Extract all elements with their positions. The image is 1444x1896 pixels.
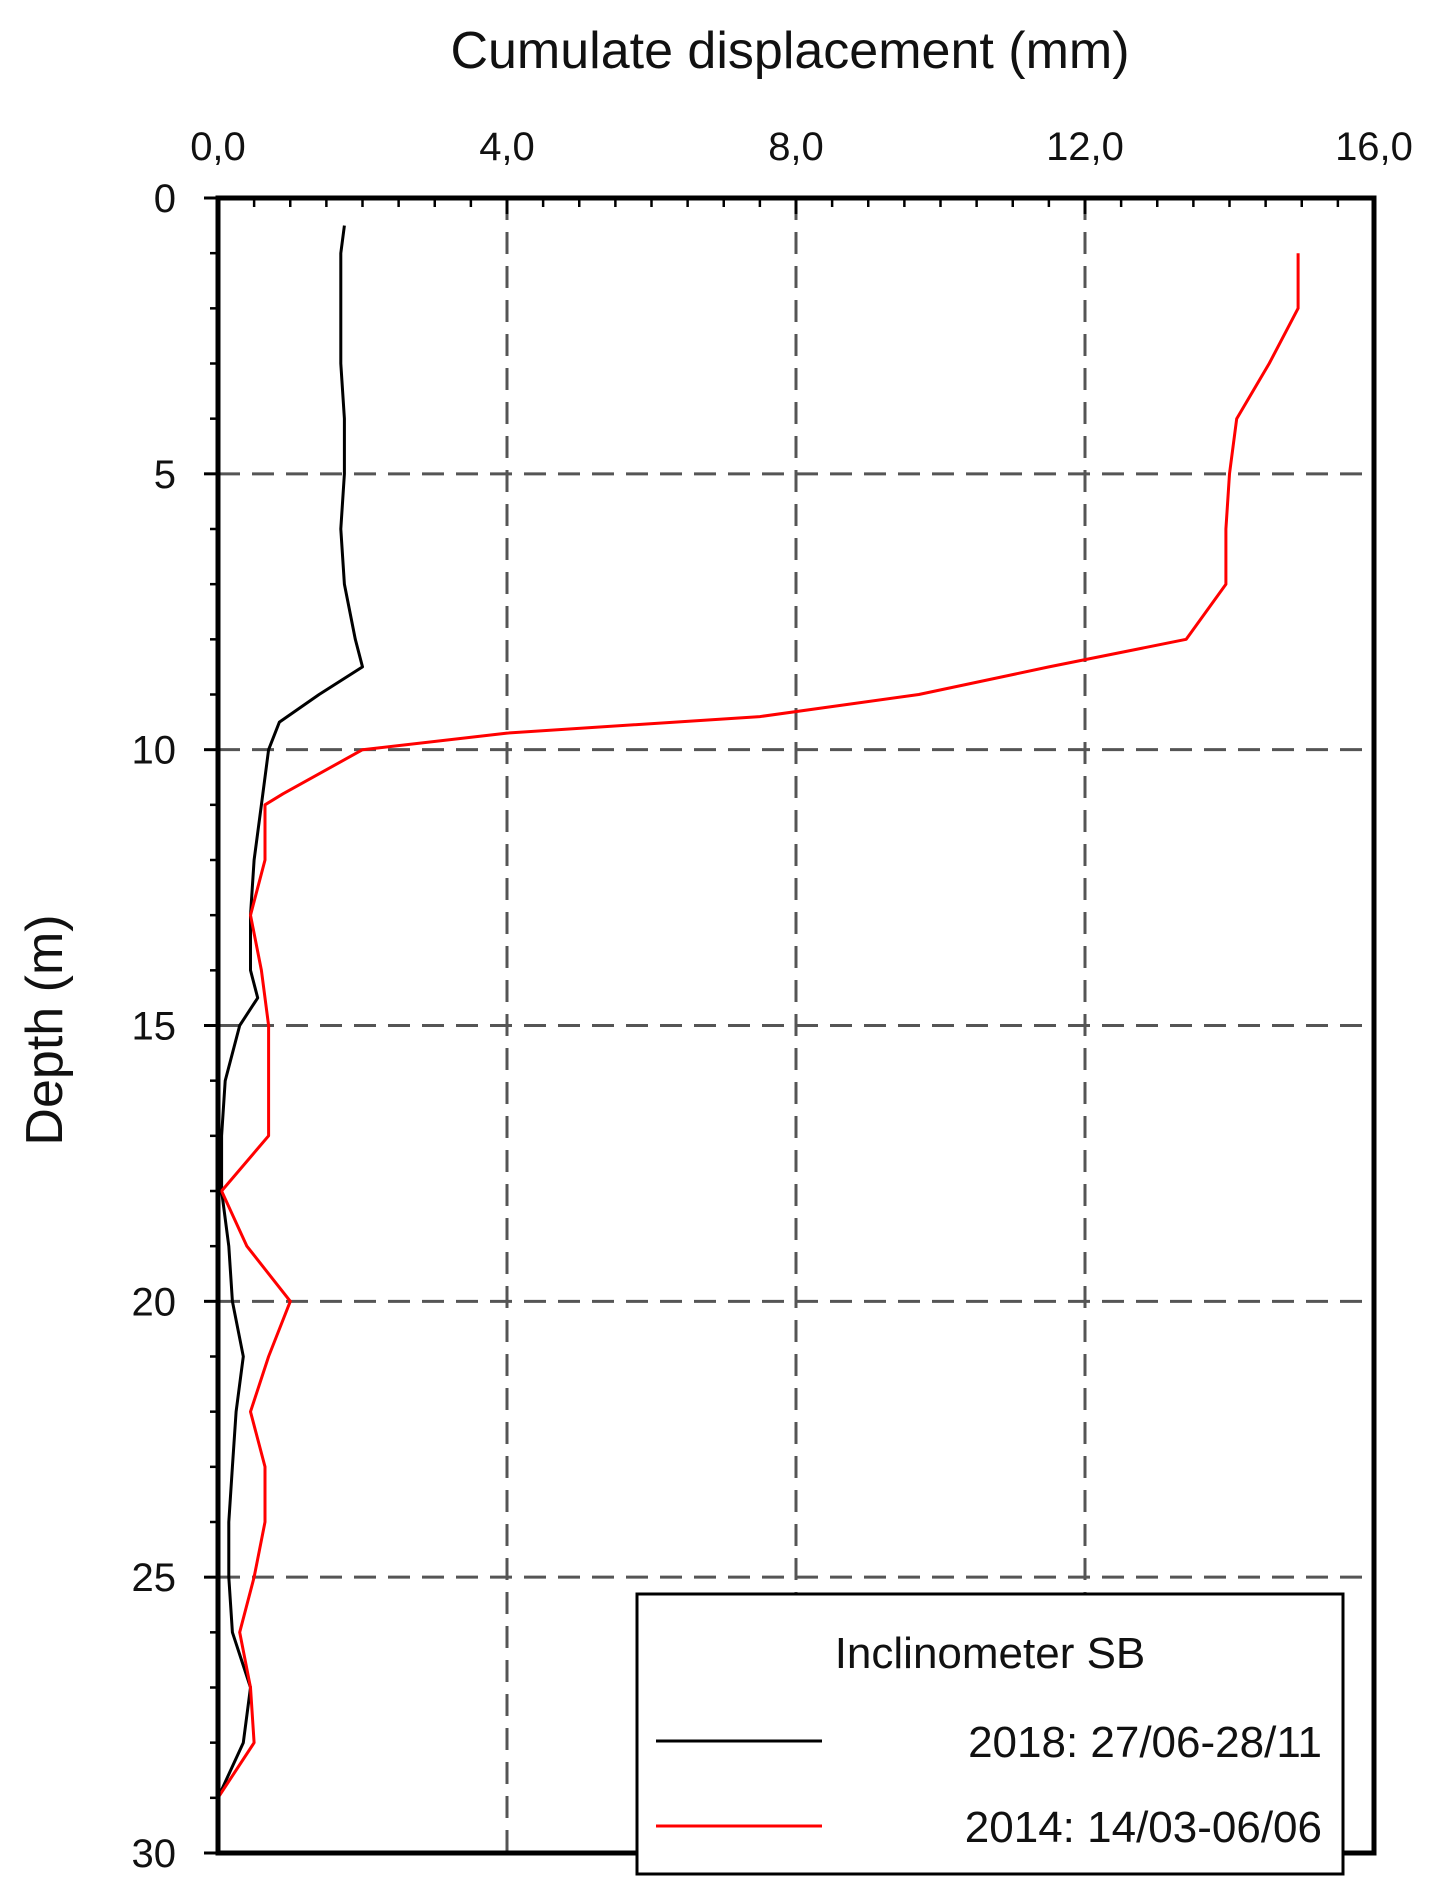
y-axis-title: Depth (m)	[16, 914, 74, 1145]
y-tick-label: 0	[154, 177, 176, 221]
legend-title: Inclinometer SB	[835, 1629, 1146, 1678]
tick-labels: 0,0 4,0 8,0 12,0 16,0 0 5 10 15 20 25 30	[132, 125, 1413, 1876]
y-tick-label: 25	[132, 1556, 177, 1600]
y-tick-label: 5	[154, 453, 176, 497]
gridlines	[218, 198, 1374, 1853]
x-tick-label: 12,0	[1046, 125, 1124, 169]
x-tick-label: 16,0	[1335, 125, 1413, 169]
y-tick-label: 20	[132, 1280, 177, 1324]
x-tick-label: 0,0	[190, 125, 246, 169]
y-tick-label: 10	[132, 729, 177, 773]
legend: Inclinometer SB 2018: 27/06-28/11 2014: …	[635, 1592, 1345, 1876]
y-tick-label: 30	[132, 1832, 177, 1876]
x-tick-label: 8,0	[768, 125, 824, 169]
series-line-2014	[216, 253, 1300, 1799]
series-lines	[216, 225, 1300, 1799]
legend-label-2018: 2018: 27/06-28/11	[968, 1718, 1322, 1767]
x-tick-label: 4,0	[479, 125, 535, 169]
y-tick-label: 15	[132, 1005, 177, 1049]
x-axis-title: Cumulate displacement (mm)	[450, 22, 1129, 80]
axis-ticks	[204, 196, 1376, 1855]
series-line-2018	[216, 225, 364, 1799]
legend-label-2014: 2014: 14/03-06/06	[965, 1803, 1322, 1852]
